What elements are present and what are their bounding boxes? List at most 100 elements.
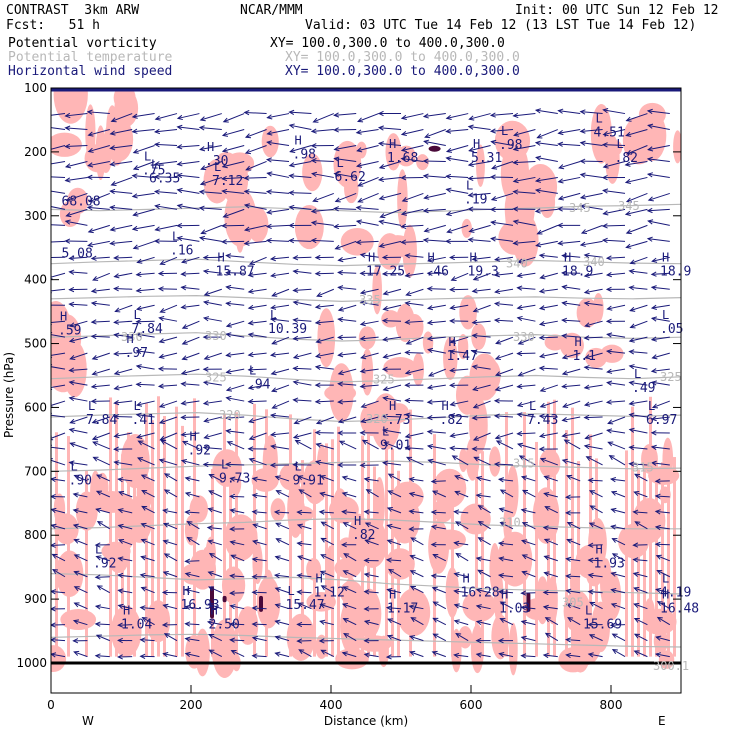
wind-vector [562,459,581,466]
wind-vector [495,368,514,376]
extremum-value: .82 [615,151,638,166]
wind-vector [140,606,155,610]
wind-vector [543,526,558,530]
wind-vector-head [181,258,188,264]
wind-vector-head [229,493,235,500]
wind-vector [248,304,267,309]
extremum-value: 1.04 [121,617,152,632]
wind-vector-head [449,401,456,407]
wind-vector [540,352,558,358]
wind-vector [111,113,133,122]
wind-vector-head [472,386,479,392]
wind-vector-head [629,323,636,329]
wind-vector-head [69,442,76,448]
wind-vector-head [162,651,169,658]
wind-vector-head [424,133,431,139]
wind-vector-head [271,339,278,345]
extremum-mark: H [190,430,197,444]
field-theta-xy: XY= 100.0,300.0 to 400.0,300.0 [285,50,520,65]
wind-vector-head [319,619,326,625]
wind-vector [468,160,491,166]
wind-vector-head [602,131,609,137]
wind-vector-head [181,324,188,329]
wind-vector-head [135,271,142,278]
wind-vector [338,368,357,375]
wind-vector [562,416,581,421]
wind-vector [428,368,446,377]
wind-vector-head [184,621,191,627]
pv-shaded-blob [455,375,479,415]
wind-vector [295,439,312,450]
wind-vector [589,522,603,530]
wind-vector [603,208,626,215]
field-theta-name: Potential temperature [8,50,173,65]
wind-vector [409,635,424,642]
wind-vector-head [43,162,48,166]
wind-vector [611,478,626,482]
wind-vector [252,623,267,626]
wind-vector-head [516,442,524,448]
wind-vector-head [543,491,550,498]
extremum-value: 6.35 [149,171,180,186]
wind-vector [562,432,581,437]
wind-vector-head [221,188,228,195]
wind-vector [427,288,446,290]
wind-vector [584,288,603,294]
wind-vector-head [467,206,474,212]
pv-shaded-blob [51,645,67,673]
wind-vector-head [342,522,349,527]
wind-vector-head [73,586,80,591]
wind-vector [275,522,290,530]
wind-vector-head [337,370,344,376]
wind-vector [383,304,402,310]
wind-vector [558,110,581,115]
wind-vector [517,413,536,418]
wind-vector-head [426,444,434,450]
wind-vector-head [357,117,364,123]
wind-vector-head [432,617,439,623]
wind-vector-head [199,180,206,186]
pv-shaded-blob [432,498,454,523]
wind-vector-head [357,197,364,203]
wind-vector-head [139,572,146,579]
wind-vector [630,304,648,312]
wind-vector [51,206,66,210]
wind-vector-head [400,146,407,153]
wind-vector-head [498,556,505,562]
theta-value-label: 330 [121,330,143,344]
pv-shaded-streak [229,470,232,657]
wind-vector-head [489,128,496,134]
pv-shaded-streak [211,469,214,657]
wind-vector-head [498,507,505,513]
wind-vector-head [360,418,367,424]
wind-vector [405,368,424,374]
wind-vector [316,336,334,343]
pv-shaded-streak [451,469,454,657]
wind-vector-head [311,171,318,177]
wind-vector-head [90,255,97,261]
wind-vector-head [400,175,407,181]
wind-vector-head [539,457,546,463]
wind-vector [652,256,670,262]
wind-vector [589,634,603,642]
wind-vector-head [137,440,144,446]
wind-vector [388,473,402,482]
wind-vector-head [64,112,71,119]
wind-vector-head [408,604,415,610]
wind-vector [379,220,402,226]
wind-vector [522,489,536,498]
wind-vector-head [337,352,344,358]
wind-vector-head [296,621,303,628]
extremum-value: .59 [58,323,81,338]
wind-vector-head [337,418,344,424]
wind-vector [226,352,245,356]
extremum-mark: L [585,603,592,617]
wind-vector-head [513,131,520,137]
wind-vector-head [605,399,612,405]
wind-vector-head [385,605,392,611]
wind-vector [384,441,402,450]
wind-vector-head [314,364,321,370]
wind-vector [338,304,357,311]
extremum-value: 7.43 [527,413,558,428]
wind-vector-head [650,444,657,450]
